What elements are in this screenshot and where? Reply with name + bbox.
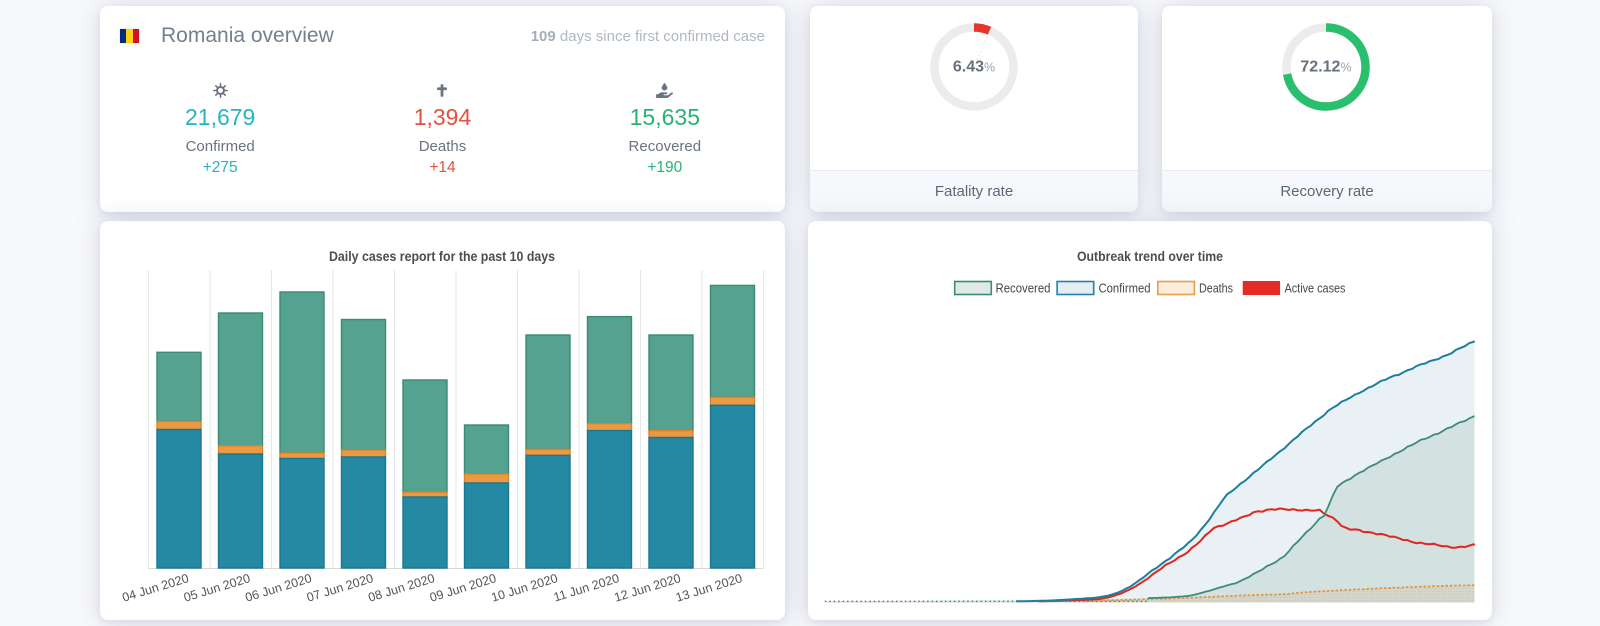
svg-text:Outbreak trend over time: Outbreak trend over time: [1077, 248, 1223, 264]
svg-text:13 Jun 2020: 13 Jun 2020: [674, 571, 744, 605]
svg-text:Active cases: Active cases: [1285, 281, 1346, 296]
svg-text:6.43%: 6.43%: [953, 59, 995, 76]
svg-text:12 Jun 2020: 12 Jun 2020: [612, 571, 682, 605]
svg-text:Confirmed: Confirmed: [1099, 281, 1151, 296]
svg-text:11 Jun 2020: 11 Jun 2020: [552, 571, 621, 604]
svg-text:Daily cases report for the pas: Daily cases report for the past 10 days: [329, 248, 555, 264]
svg-text:72.12%: 72.12%: [1300, 59, 1351, 76]
svg-text:07 Jun 2020: 07 Jun 2020: [305, 571, 375, 605]
svg-text:09 Jun 2020: 09 Jun 2020: [428, 571, 498, 605]
svg-text:06 Jun 2020: 06 Jun 2020: [243, 571, 313, 605]
svg-text:10 Jun 2020: 10 Jun 2020: [489, 571, 559, 605]
svg-text:05 Jun 2020: 05 Jun 2020: [182, 571, 252, 605]
svg-text:08 Jun 2020: 08 Jun 2020: [366, 571, 436, 605]
svg-text:Deaths: Deaths: [1199, 281, 1233, 296]
svg-text:Recovered: Recovered: [996, 281, 1051, 296]
svg-text:04 Jun 2020: 04 Jun 2020: [120, 571, 190, 605]
